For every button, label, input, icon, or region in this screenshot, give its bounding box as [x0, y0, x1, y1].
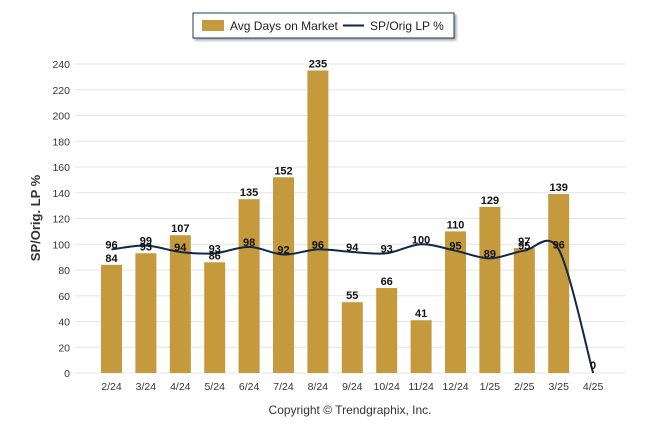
x-tick-label: 7/24 [273, 381, 294, 393]
bar [273, 177, 294, 373]
y-tick-label: 240 [52, 59, 70, 71]
y-axis-title: SP/Orig. LP % [28, 174, 43, 261]
line-value-label: 96 [312, 239, 324, 251]
data-labels: 84 93 107 86 135 152 235 55 66 41 110 129 97 139 0 96 99… [105, 58, 596, 372]
grid [75, 63, 625, 374]
x-tick-label: 5/24 [204, 381, 225, 393]
bar [307, 70, 329, 373]
y-tick-label: 120 [52, 214, 70, 226]
y-tick-label: 0 [64, 368, 70, 380]
line-value-label: 95 [518, 241, 530, 253]
line-value-label: 99 [140, 236, 152, 248]
x-tick-label: 2/25 [514, 381, 535, 393]
x-tick-label: 2/24 [101, 381, 122, 393]
legend-bar-label: Avg Days on Market [230, 19, 338, 33]
bar-series [101, 70, 570, 373]
bar [135, 253, 157, 373]
bar-value-label: 86 [209, 250, 221, 262]
y-tick-label: 20 [58, 342, 70, 354]
line-value-label: 93 [381, 243, 393, 255]
line-value-label: 100 [412, 234, 430, 246]
line-value-label: 96 [553, 239, 565, 251]
y-tick-label: 140 [52, 188, 70, 200]
bar [376, 288, 398, 373]
x-tick-label: 4/24 [170, 381, 191, 393]
x-tick-label: 10/24 [374, 381, 400, 393]
bar [445, 231, 466, 373]
bar-value-label: 84 [105, 253, 118, 265]
line-series [111, 239, 595, 374]
legend: Avg Days on Market SP/Orig LP % [192, 12, 455, 39]
x-tick-label: 6/24 [239, 381, 260, 393]
y-tick-label: 80 [58, 265, 70, 277]
bar-value-label: 66 [381, 276, 393, 288]
x-tick-label: 9/24 [342, 381, 363, 393]
bar-value-label: 41 [415, 308, 427, 320]
line-value-label: 94 [174, 242, 187, 254]
x-tick-label: 3/24 [136, 381, 157, 393]
line-value-label: 95 [449, 241, 461, 253]
y-tick-label: 40 [58, 317, 70, 329]
bar [479, 206, 501, 373]
x-tick-label: 8/24 [308, 381, 329, 393]
y-tick-label: 60 [58, 291, 70, 303]
bar-value-label: 0 [590, 360, 596, 372]
x-tick-label: 1/25 [480, 381, 501, 393]
bar-value-label: 110 [447, 219, 465, 231]
line-value-label: 89 [484, 248, 496, 260]
y-tick-label: 220 [52, 85, 70, 97]
y-tick-label: 200 [52, 111, 70, 123]
x-tick-label: 11/24 [408, 381, 434, 393]
x-tick-label: 4/25 [583, 381, 604, 393]
bar-value-label: 135 [240, 187, 258, 199]
line-value-label: 93 [209, 243, 221, 255]
x-tick-label: 3/25 [548, 381, 569, 393]
y-tick-label: 180 [52, 136, 70, 148]
line-value-label: 94 [346, 242, 359, 254]
bar [548, 194, 570, 373]
bar [101, 264, 122, 373]
line-path [111, 239, 595, 374]
bar-value-label: 107 [171, 223, 189, 235]
line-value-label: 96 [105, 239, 117, 251]
line-value-label: 92 [277, 245, 289, 257]
bar-value-label: 235 [309, 58, 327, 70]
y-tick-label: 160 [52, 162, 70, 174]
bar-value-label: 152 [274, 165, 292, 177]
bar [410, 320, 432, 373]
bar-value-label: 93 [140, 241, 152, 253]
y-tick-label: 100 [52, 239, 70, 251]
line-value-label: 98 [243, 237, 255, 249]
legend-bar-swatch [202, 20, 224, 31]
legend-box [192, 12, 455, 39]
copyright-footer: Copyright © Trendgraphix, Inc. [269, 403, 432, 417]
bar [169, 235, 191, 373]
bar [238, 199, 260, 373]
bar [341, 302, 363, 373]
y-axis-ticks: 0 20 40 60 80 100 120 140 160 180 200 220 240 [52, 59, 70, 380]
x-axis-ticks: 2/24 3/24 4/24 5/24 6/24 7/24 8/24 9/24 10/24 11/… [101, 381, 603, 393]
x-tick-label: 12/24 [442, 381, 468, 393]
bar [204, 262, 226, 373]
bar-value-label: 139 [550, 182, 568, 194]
bar-value-label: 97 [518, 236, 530, 248]
bar [513, 248, 535, 373]
legend-line-label: SP/Orig LP % [370, 19, 444, 33]
bar-value-label: 129 [481, 195, 499, 207]
bar-value-label: 55 [346, 290, 358, 302]
